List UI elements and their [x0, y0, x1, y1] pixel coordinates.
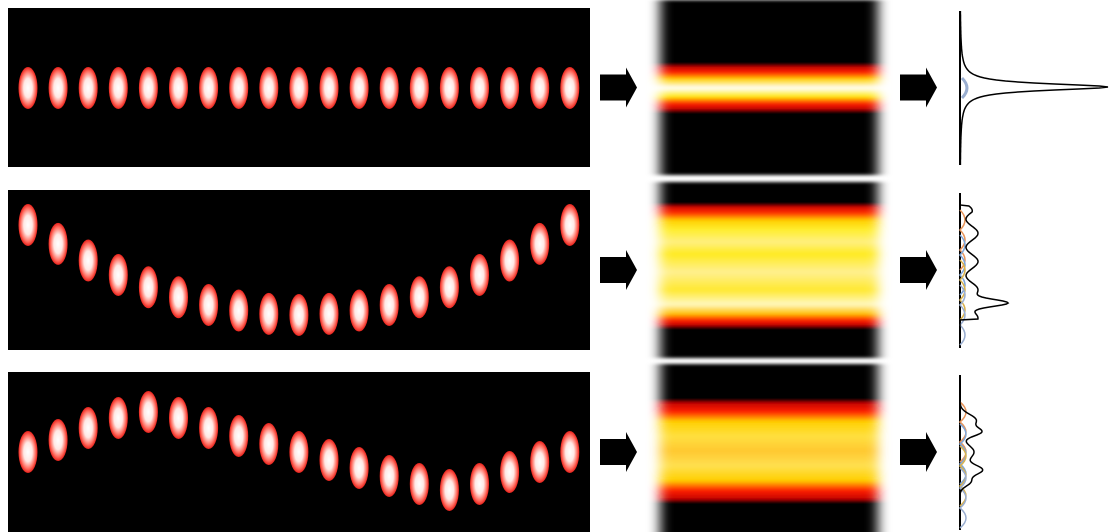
spot	[199, 67, 218, 109]
spot	[500, 67, 519, 109]
arrow	[600, 250, 637, 290]
beam-band	[660, 66, 878, 110]
spot	[289, 431, 308, 473]
spot	[380, 455, 399, 497]
spot	[199, 284, 218, 326]
spot	[49, 67, 68, 109]
beam-image	[660, 364, 878, 532]
beam-band	[660, 206, 878, 326]
spot	[440, 469, 459, 511]
spot	[410, 276, 429, 318]
spot	[49, 223, 68, 265]
spot	[139, 67, 158, 109]
spot	[350, 447, 369, 489]
spot	[49, 419, 68, 461]
spot	[109, 254, 128, 296]
spot	[350, 67, 369, 109]
spot	[169, 67, 188, 109]
beam-band	[660, 402, 878, 500]
spot	[320, 293, 339, 335]
spot	[500, 240, 519, 282]
spot	[500, 451, 519, 493]
spot	[79, 67, 98, 109]
spot	[350, 290, 369, 332]
spot	[259, 423, 278, 465]
spot	[320, 439, 339, 481]
profile-component	[962, 78, 967, 98]
spot	[229, 67, 248, 109]
spot	[560, 204, 579, 246]
row	[8, 182, 1008, 358]
profile-curve	[960, 11, 1108, 165]
spot	[259, 293, 278, 335]
spot	[109, 67, 128, 109]
spot	[410, 67, 429, 109]
spot	[139, 391, 158, 433]
spot	[229, 415, 248, 457]
spot	[109, 397, 128, 439]
spot	[380, 67, 399, 109]
spot	[380, 284, 399, 326]
spot	[19, 204, 38, 246]
arrow	[900, 68, 937, 108]
beam-image	[660, 182, 878, 358]
spot	[470, 254, 489, 296]
content	[8, 0, 1108, 532]
spot	[470, 463, 489, 505]
spot	[139, 266, 158, 308]
spot	[19, 431, 38, 473]
spot	[169, 276, 188, 318]
arrow	[900, 250, 937, 290]
beam-image	[660, 0, 878, 175]
spot	[410, 463, 429, 505]
spot	[199, 407, 218, 449]
arrow	[600, 68, 637, 108]
spot	[470, 67, 489, 109]
row	[8, 0, 1108, 175]
spot	[530, 67, 549, 109]
spot	[530, 441, 549, 483]
arrow	[600, 432, 637, 472]
spot	[440, 67, 459, 109]
spot	[560, 67, 579, 109]
spot	[229, 290, 248, 332]
spot	[79, 407, 98, 449]
spot	[169, 397, 188, 439]
spot	[320, 67, 339, 109]
profile-curve	[960, 195, 1008, 330]
spot	[560, 431, 579, 473]
spot	[259, 67, 278, 109]
spot	[530, 223, 549, 265]
spot	[289, 294, 308, 336]
spot	[19, 67, 38, 109]
diagram	[0, 0, 1112, 532]
arrow	[900, 432, 937, 472]
spot	[289, 67, 308, 109]
spot	[440, 266, 459, 308]
row	[8, 364, 983, 532]
spot	[79, 240, 98, 282]
